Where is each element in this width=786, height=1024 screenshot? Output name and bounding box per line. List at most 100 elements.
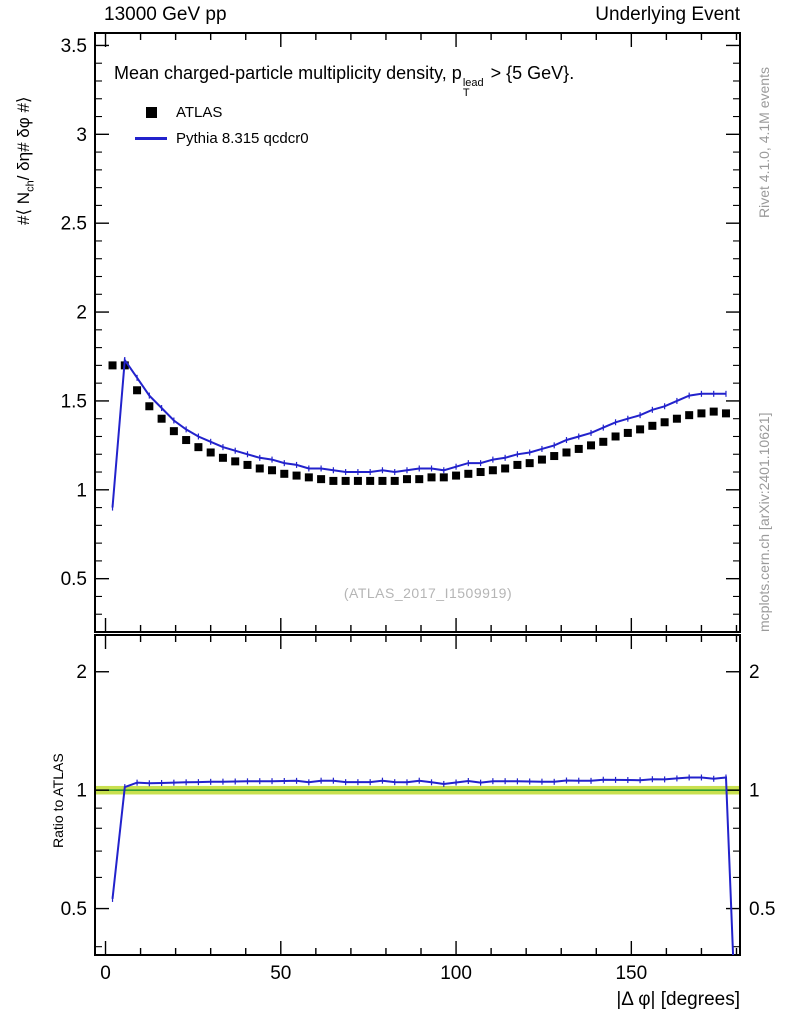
- legend: ATLAS Pythia 8.315 qcdcr0: [134, 99, 309, 151]
- observable-title: Mean charged-particle multiplicity densi…: [114, 63, 575, 99]
- atlas-data-point: [672, 414, 681, 423]
- atlas-data-point: [280, 469, 289, 478]
- pythia-line: [111, 357, 726, 508]
- ylabel-pre: #⟨ N: [14, 191, 33, 225]
- legend-item-atlas: ATLAS: [134, 99, 309, 125]
- pt-superscript: lead: [462, 77, 484, 89]
- legend-label-atlas: ATLAS: [176, 103, 223, 121]
- atlas-data-point: [108, 361, 117, 370]
- ratio-tick-label-left: 0.5: [61, 899, 87, 920]
- atlas-data-point: [685, 411, 694, 420]
- y-tick-label: 1: [76, 480, 87, 501]
- x-tick-label: 100: [440, 963, 472, 984]
- atlas-data-point: [353, 476, 362, 485]
- observable-title-text: Mean charged-particle multiplicity densi…: [114, 63, 462, 83]
- ratio-tick-label-left: 1: [76, 781, 87, 802]
- ratio-series-group: [111, 774, 735, 955]
- legend-marker-cell: [134, 136, 168, 140]
- mcplots-source-note: mcplots.cern.ch [arXiv:2401.10621]: [756, 412, 772, 632]
- ratio-tick-label-right: 2: [749, 662, 760, 683]
- x-axis-title: |Δ φ| [degrees]: [616, 989, 740, 1010]
- atlas-data-point: [390, 476, 399, 485]
- main-panel-frame: [94, 32, 741, 633]
- atlas-data-point: [133, 386, 142, 395]
- legend-marker-cell: [134, 106, 168, 118]
- analysis-topic-title: Underlying Event: [595, 4, 740, 25]
- atlas-data-point: [513, 460, 522, 469]
- pt-lead-symbol: lead T: [462, 77, 484, 99]
- atlas-data-point: [231, 457, 240, 466]
- legend-item-pythia: Pythia 8.315 qcdcr0: [134, 125, 309, 151]
- ratio-tick-label-right: 1: [749, 781, 760, 802]
- atlas-data-point: [206, 448, 215, 457]
- y-tick-label: 2: [76, 303, 87, 324]
- atlas-data-point: [255, 464, 264, 473]
- atlas-data-point: [636, 425, 645, 434]
- ratio-panel-frame: [94, 634, 741, 956]
- atlas-data-point: [194, 443, 203, 452]
- ratio-tick-label-left: 2: [76, 662, 87, 683]
- atlas-data-point: [304, 473, 313, 482]
- atlas-data-point: [574, 444, 583, 453]
- watermark-analysis-id: (ATLAS_2017_I1509919): [343, 585, 513, 601]
- y-tick-label: 3.5: [61, 36, 87, 57]
- atlas-data-point: [243, 460, 252, 469]
- atlas-data-point: [415, 475, 424, 484]
- atlas-data-point: [599, 437, 608, 446]
- atlas-data-point: [366, 476, 375, 485]
- atlas-data-point: [317, 475, 326, 484]
- atlas-data-point: [648, 421, 657, 430]
- ratio-tick-label-right: 0.5: [749, 899, 775, 920]
- rivet-version-note: Rivet 4.1.0, 4.1M events: [756, 67, 772, 218]
- ratio-y-axis-label: Ratio to ATLAS: [50, 753, 66, 848]
- atlas-data-point: [169, 427, 178, 436]
- atlas-data-point: [587, 441, 596, 450]
- atlas-data-point: [402, 475, 411, 484]
- atlas-data-point: [501, 464, 510, 473]
- y-tick-label: 1.5: [61, 391, 87, 412]
- atlas-data-point: [721, 409, 730, 418]
- atlas-data-point: [537, 455, 546, 464]
- atlas-data-point: [341, 476, 350, 485]
- ratio-line: [111, 776, 735, 955]
- main-y-axis-label: #⟨ Nch/ δη# δφ #⟩: [14, 96, 36, 225]
- main-series-group: [108, 357, 730, 511]
- x-tick-label: 0: [100, 963, 111, 984]
- atlas-data-point: [660, 418, 669, 427]
- atlas-data-point: [439, 473, 448, 482]
- atlas-data-point: [218, 453, 227, 462]
- atlas-data-point: [182, 436, 191, 445]
- atlas-data-point: [427, 473, 436, 482]
- atlas-data-point: [611, 432, 620, 441]
- atlas-data-point: [157, 414, 166, 423]
- atlas-data-point: [329, 476, 338, 485]
- atlas-data-point: [476, 468, 485, 477]
- atlas-data-point: [623, 428, 632, 437]
- atlas-marker-icon: [145, 106, 157, 118]
- atlas-data-point: [464, 469, 473, 478]
- atlas-data-point: [145, 402, 154, 411]
- x-tick-label: 150: [615, 963, 647, 984]
- atlas-data-point: [525, 459, 534, 468]
- pythia-line-icon: [135, 136, 167, 140]
- x-tick-label: 50: [270, 963, 291, 984]
- observable-title-cut: > {5 GeV}.: [485, 63, 575, 83]
- atlas-data-point: [488, 466, 497, 475]
- ylabel-sub: ch: [24, 180, 37, 192]
- atlas-data-point: [709, 407, 718, 416]
- ylabel-post: / δη# δφ #⟩: [14, 96, 33, 181]
- atlas-data-point: [378, 476, 387, 485]
- y-tick-label: 3: [76, 125, 87, 146]
- pt-subscript: T: [462, 87, 470, 99]
- atlas-data-point: [452, 471, 461, 480]
- legend-label-pythia: Pythia 8.315 qcdcr0: [176, 129, 309, 147]
- atlas-data-point: [550, 452, 559, 461]
- atlas-data-point: [562, 448, 571, 457]
- atlas-data-point: [697, 409, 706, 418]
- y-tick-label: 2.5: [61, 214, 87, 235]
- atlas-data-point: [292, 471, 301, 480]
- atlas-data-point: [268, 466, 277, 475]
- beam-energy-title: 13000 GeV pp: [104, 4, 227, 25]
